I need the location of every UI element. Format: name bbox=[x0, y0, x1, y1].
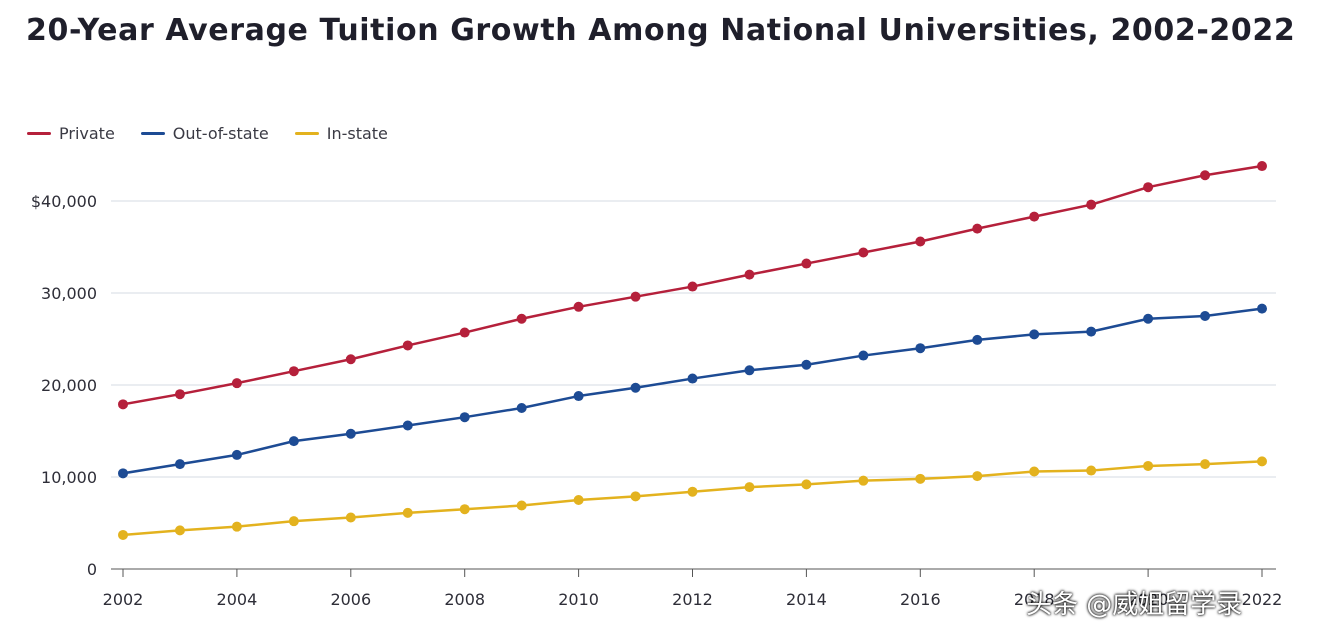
data-point-out-of-state bbox=[744, 365, 755, 376]
legend-swatch-in-state bbox=[294, 132, 319, 135]
watermark: 头条 @威姐留学录 bbox=[1026, 590, 1243, 620]
x-tick-label: 2016 bbox=[900, 590, 941, 609]
x-tick-label: 2012 bbox=[672, 590, 713, 609]
data-point-out-of-state bbox=[630, 382, 641, 393]
data-point-out-of-state bbox=[345, 428, 356, 439]
data-point-private bbox=[1086, 199, 1097, 210]
data-point-in-state bbox=[1143, 460, 1154, 471]
legend-item-in-state: In-state bbox=[294, 124, 388, 143]
x-tick-label: 2002 bbox=[103, 590, 144, 609]
data-point-out-of-state bbox=[573, 391, 584, 402]
legend-item-out-of-state: Out-of-state bbox=[140, 124, 269, 143]
data-point-out-of-state bbox=[1257, 303, 1267, 314]
y-tick-label: $40,000 bbox=[31, 192, 97, 211]
data-point-out-of-state bbox=[915, 343, 926, 354]
data-point-in-state bbox=[516, 500, 527, 511]
legend-label-out-of-state: Out-of-state bbox=[172, 124, 269, 143]
legend-item-private: Private bbox=[27, 124, 115, 143]
data-point-private bbox=[402, 340, 413, 351]
x-tick-label: 2004 bbox=[217, 590, 258, 609]
data-point-in-state bbox=[288, 516, 299, 527]
data-point-private bbox=[1029, 211, 1040, 222]
data-point-private bbox=[1200, 170, 1211, 181]
data-point-in-state bbox=[630, 491, 641, 502]
data-point-out-of-state bbox=[1086, 326, 1097, 337]
legend-label-private: Private bbox=[59, 124, 115, 143]
data-point-private bbox=[118, 399, 128, 410]
data-point-private bbox=[915, 236, 926, 247]
data-point-in-state bbox=[915, 473, 926, 484]
data-point-in-state bbox=[687, 486, 698, 497]
data-point-out-of-state bbox=[1143, 313, 1154, 324]
data-point-private bbox=[972, 223, 983, 234]
data-point-private bbox=[630, 291, 641, 302]
y-tick-label: 20,000 bbox=[41, 376, 97, 395]
data-point-private bbox=[459, 327, 470, 338]
data-point-out-of-state bbox=[1029, 329, 1040, 340]
y-tick-label: 30,000 bbox=[41, 284, 97, 303]
data-point-private bbox=[174, 389, 185, 400]
data-point-out-of-state bbox=[858, 350, 869, 361]
data-point-private bbox=[1143, 182, 1154, 193]
data-point-private bbox=[744, 269, 755, 280]
data-point-out-of-state bbox=[174, 459, 185, 470]
data-point-out-of-state bbox=[288, 436, 299, 447]
data-point-out-of-state bbox=[1200, 311, 1211, 321]
data-point-in-state bbox=[1257, 456, 1267, 467]
x-tick-label: 2014 bbox=[786, 590, 827, 609]
legend-label-in-state: In-state bbox=[326, 124, 388, 143]
data-point-private bbox=[516, 313, 527, 324]
data-point-in-state bbox=[744, 482, 755, 493]
x-tick-label: 2006 bbox=[330, 590, 371, 609]
data-point-in-state bbox=[345, 512, 356, 523]
data-point-in-state bbox=[1200, 459, 1211, 470]
data-point-in-state bbox=[459, 504, 470, 515]
data-point-in-state bbox=[1086, 465, 1097, 476]
data-point-out-of-state bbox=[972, 334, 983, 345]
data-point-out-of-state bbox=[231, 449, 242, 460]
data-point-out-of-state bbox=[801, 359, 812, 370]
data-point-in-state bbox=[801, 479, 812, 490]
data-point-in-state bbox=[118, 529, 128, 540]
data-point-private bbox=[231, 378, 242, 389]
y-tick-label: 0 bbox=[87, 560, 97, 579]
data-point-private bbox=[345, 354, 356, 365]
data-point-private bbox=[1257, 161, 1267, 172]
data-point-out-of-state bbox=[118, 468, 128, 479]
data-point-out-of-state bbox=[516, 403, 527, 413]
data-point-out-of-state bbox=[687, 373, 698, 384]
data-point-private bbox=[687, 281, 698, 292]
x-tick-label: 2010 bbox=[558, 590, 599, 609]
y-tick-label: 10,000 bbox=[41, 468, 97, 487]
x-tick-label: 2020 bbox=[1128, 590, 1169, 609]
legend-swatch-private bbox=[27, 132, 51, 135]
legend-swatch-out-of-state bbox=[140, 132, 165, 135]
data-point-in-state bbox=[402, 507, 413, 518]
data-point-private bbox=[858, 247, 869, 258]
x-tick-label: 2008 bbox=[444, 590, 485, 609]
chart-title: 20-Year Average Tuition Growth Among Nat… bbox=[26, 13, 1296, 48]
data-point-in-state bbox=[231, 521, 242, 532]
data-point-in-state bbox=[972, 471, 983, 482]
data-point-out-of-state bbox=[402, 420, 413, 431]
data-point-in-state bbox=[858, 475, 869, 486]
x-tick-label: 2022 bbox=[1242, 590, 1283, 609]
data-point-private bbox=[801, 258, 812, 269]
data-point-private bbox=[288, 366, 299, 377]
data-point-in-state bbox=[573, 495, 584, 505]
data-point-private bbox=[573, 301, 584, 312]
x-tick-label: 2018 bbox=[1014, 590, 1055, 609]
data-point-in-state bbox=[174, 525, 185, 536]
legend: Private Out-of-state In-state bbox=[27, 124, 388, 143]
data-point-out-of-state bbox=[459, 412, 470, 423]
data-point-in-state bbox=[1029, 466, 1040, 477]
